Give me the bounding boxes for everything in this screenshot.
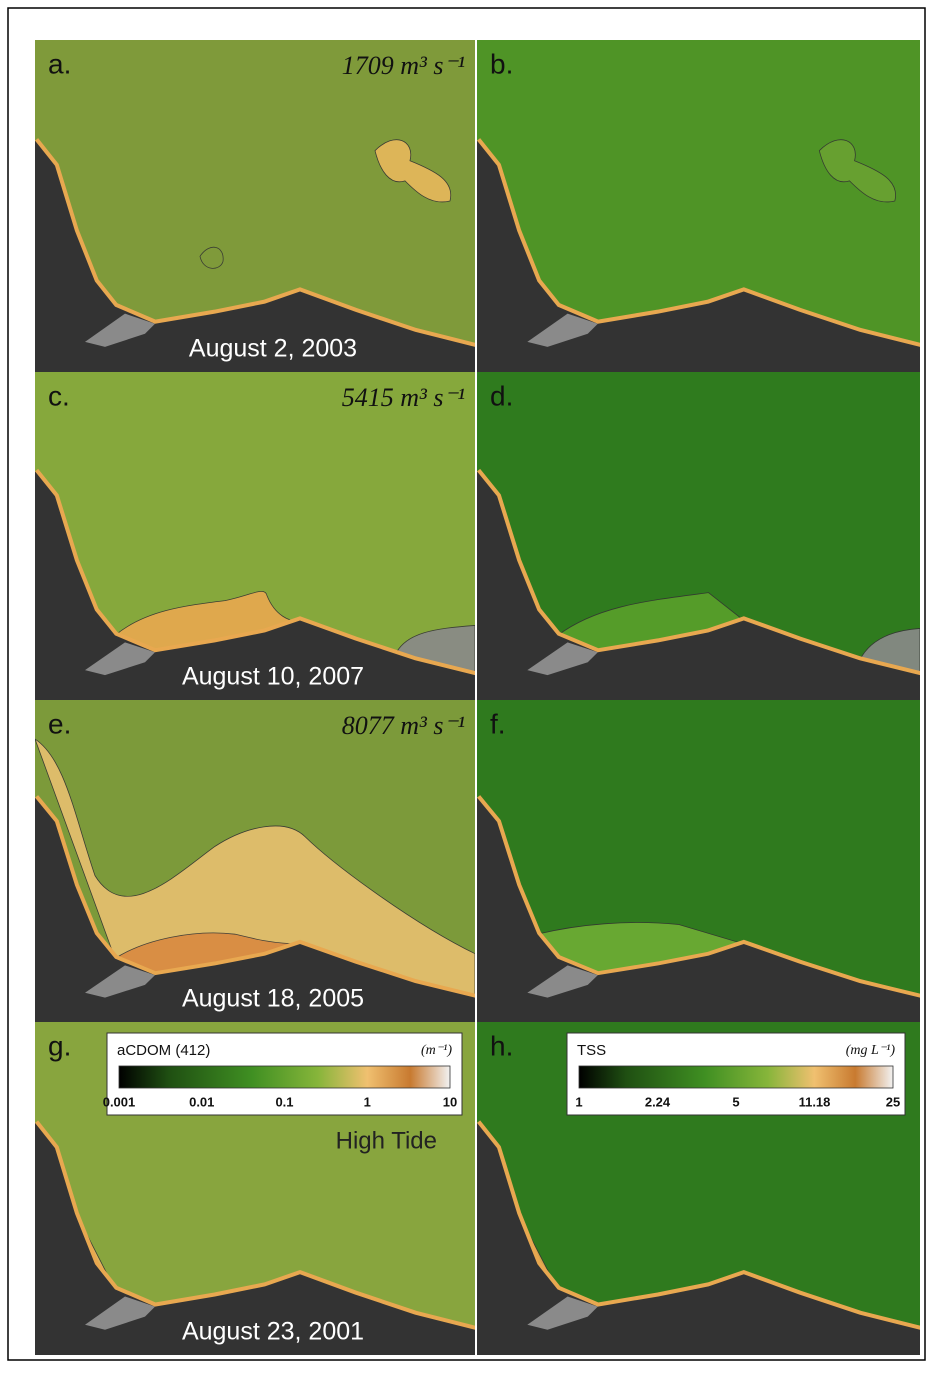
map-panel: [35, 40, 475, 372]
map-panel: [35, 372, 475, 700]
plume: [374, 139, 452, 203]
colorbar-tick-label: 1: [575, 1094, 582, 1109]
date: August 18, 2005: [182, 985, 364, 1013]
colorbar-units: (mg L⁻¹): [846, 1043, 896, 1058]
colorbar-tick-label: 5: [732, 1094, 739, 1109]
colorbar-tick-label: 1: [364, 1094, 371, 1109]
map: [35, 372, 475, 700]
colorbar-title: TSS: [577, 1042, 606, 1059]
map-panel: [477, 372, 920, 700]
river-mouth: [85, 965, 155, 998]
river-mouth: [527, 642, 598, 676]
panel-label: f.: [490, 708, 506, 739]
date: August 2, 2003: [189, 335, 357, 363]
date: August 10, 2007: [182, 663, 364, 691]
colorbar-tick-label: 25: [886, 1094, 900, 1109]
map: [35, 40, 475, 372]
coastal-band: [477, 795, 920, 1002]
colorbar-tick-label: 0.001: [103, 1094, 136, 1109]
colorbar: [118, 1065, 451, 1089]
river-mouth: [527, 1296, 598, 1330]
discharge: 8077 m³ s⁻¹: [342, 711, 465, 740]
land: [35, 797, 475, 1022]
panel-label: b.: [490, 48, 513, 79]
discharge: 5415 m³ s⁻¹: [342, 383, 465, 412]
panel-label: a.: [48, 48, 71, 79]
map-panel: [35, 700, 475, 1022]
colorbar-tick-label: 0.1: [275, 1094, 293, 1109]
land: [35, 471, 475, 700]
land: [35, 1122, 475, 1355]
map-panel: [477, 700, 920, 1022]
plume: [394, 625, 475, 676]
map-panel: [477, 40, 920, 372]
map: [477, 372, 920, 700]
panel-label: g.: [48, 1030, 71, 1061]
land: [477, 471, 920, 700]
panel-label: h.: [490, 1030, 513, 1061]
land: [477, 140, 920, 372]
colorbar-tick-label: 10: [443, 1094, 457, 1109]
colorbar-units: (m⁻¹): [421, 1043, 452, 1058]
frame: [7, 7, 926, 1361]
panel-label: e.: [48, 708, 71, 739]
panel-label: c.: [48, 380, 70, 411]
plume: [35, 738, 475, 999]
land: [477, 797, 920, 1022]
panel-label: d.: [490, 380, 513, 411]
river-mouth: [85, 642, 155, 676]
river-mouth: [527, 965, 598, 998]
map: [477, 700, 920, 1022]
river-mouth: [85, 313, 155, 347]
river-mouth: [85, 1296, 155, 1330]
date: August 23, 2001: [182, 1318, 364, 1346]
river-mouth: [527, 313, 598, 347]
map: [477, 40, 920, 372]
colorbar-tick-label: 0.01: [189, 1094, 214, 1109]
colorbar-tick-label: 11.18: [799, 1094, 831, 1109]
plume: [818, 139, 897, 203]
land: [35, 140, 475, 372]
land: [477, 1122, 920, 1355]
plume: [556, 592, 745, 653]
note: High Tide: [336, 1127, 437, 1154]
plume: [199, 246, 224, 269]
discharge: 1709 m³ s⁻¹: [342, 51, 465, 80]
colorbar-title: aCDOM (412): [117, 1042, 210, 1059]
coastal-band: [477, 468, 920, 680]
colorbar-tick-label: 2.24: [645, 1094, 671, 1109]
map: [35, 700, 475, 1022]
colorbar: [578, 1065, 894, 1089]
